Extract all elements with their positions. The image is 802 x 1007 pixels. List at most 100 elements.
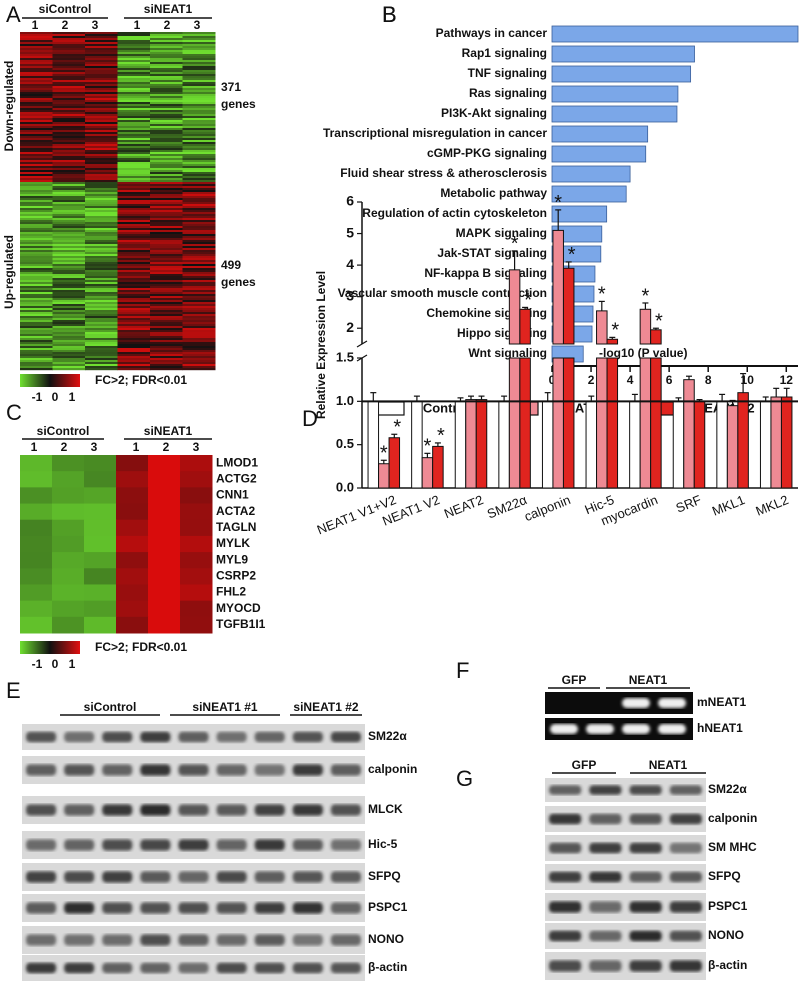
panel-letter: F [456, 658, 469, 683]
heatmap-cell [52, 314, 86, 317]
heatmap-cell [182, 160, 216, 163]
heatmap-cell [52, 284, 86, 287]
heatmap-cell [150, 88, 183, 91]
heatmap-cell [150, 274, 183, 277]
heatmap-cell [117, 330, 151, 333]
heatmap-cell [52, 222, 86, 225]
heatmap-cell [117, 304, 151, 307]
heatmap-cell [20, 190, 53, 193]
heatmap-cell [20, 60, 53, 63]
bar [737, 392, 749, 489]
heatmap-cell [85, 270, 118, 273]
blot-band [549, 930, 582, 942]
heatmap-cell [20, 44, 53, 47]
heatmap-cell [20, 292, 53, 295]
bar [770, 396, 782, 489]
gel-band [658, 698, 686, 708]
blot-band [589, 901, 622, 913]
heatmap-cell [117, 62, 151, 65]
heatmap-cell [182, 338, 216, 341]
axis-break [356, 340, 368, 348]
heatmap-cell [150, 336, 183, 339]
heatmap-cell [182, 206, 216, 209]
lane-number: 3 [91, 440, 98, 454]
category-label: TNF signaling [468, 66, 547, 80]
heatmap-cell [150, 188, 183, 191]
heatmap-cell [85, 318, 118, 321]
heatmap-cell [182, 150, 216, 153]
heatmap-cell [182, 110, 216, 113]
heatmap-cell [85, 134, 118, 137]
heatmap-cell [182, 164, 216, 167]
heatmap-cell [116, 552, 149, 569]
heatmap-cell [150, 206, 183, 209]
category-label: Metabolic pathway [440, 186, 547, 200]
heatmap-cell [182, 172, 216, 175]
heatmap-cell [117, 252, 151, 255]
heatmap-cell [20, 236, 53, 239]
band-label: mNEAT1 [697, 695, 746, 709]
heatmap-cell [117, 336, 151, 339]
heatmap-cell [52, 164, 86, 167]
heatmap-cell [182, 104, 216, 107]
heatmap-cell [117, 362, 151, 365]
heatmap-cell [52, 324, 86, 327]
heatmap-cell [52, 286, 86, 289]
heatmap-cell [85, 288, 118, 291]
heatmap-cell [182, 248, 216, 251]
heatmap-cell [52, 120, 86, 123]
heatmap-cell [52, 226, 86, 229]
heatmap-cell [84, 471, 117, 488]
heatmap-cell [182, 250, 216, 253]
heatmap-cell [148, 503, 181, 521]
heatmap-cell [52, 70, 86, 73]
heatmap-cell [150, 278, 183, 281]
heatmap-cell [52, 262, 86, 265]
blot-band [216, 731, 247, 743]
heatmap-cell [20, 128, 53, 131]
heatmap-cell [150, 238, 183, 241]
heatmap-cell [52, 122, 86, 125]
heatmap-cell [85, 342, 118, 345]
blot-band [669, 901, 702, 913]
heatmap-cell [150, 296, 183, 299]
heatmap-cell [117, 368, 151, 371]
heatmap-cell [182, 212, 216, 215]
heatmap-cell [150, 150, 183, 153]
scale-tick: -1 [32, 657, 43, 671]
lane-number: 1 [133, 440, 140, 454]
heatmap-cell [182, 218, 216, 221]
heatmap-cell [85, 68, 118, 71]
y-tick-label: 1.5 [336, 349, 354, 364]
blot-band [629, 871, 662, 883]
heatmap-cell [117, 102, 151, 105]
heatmap-cell [52, 471, 85, 488]
heatmap-cell [150, 126, 183, 129]
heatmap-cell [20, 124, 53, 127]
heatmap-cell [117, 314, 151, 317]
heatmap-cell [182, 294, 216, 297]
heatmap-cell [150, 318, 183, 321]
heatmap-cell [117, 94, 151, 97]
heatmap-cell [150, 276, 183, 279]
heatmap-cell [117, 222, 151, 225]
heatmap-cell [117, 168, 151, 171]
heatmap-cell [182, 312, 216, 315]
heatmap-cell [182, 152, 216, 155]
heatmap-cell [182, 320, 216, 323]
heatmap-cell [182, 52, 216, 55]
heatmap-cell [150, 306, 183, 309]
blot-band [589, 842, 622, 854]
heatmap-cell [52, 50, 86, 53]
heatmap-cell [117, 198, 151, 201]
blot-band [330, 731, 361, 743]
heatmap-cell [180, 519, 213, 537]
heatmap-cell [182, 318, 216, 321]
heatmap-cell [117, 256, 151, 259]
significance-mark: * [424, 436, 432, 458]
heatmap-cell [150, 368, 183, 371]
heatmap-cell [182, 62, 216, 65]
heatmap-cell [150, 60, 183, 63]
heatmap-cell [150, 344, 183, 347]
heatmap-cell [85, 354, 118, 357]
